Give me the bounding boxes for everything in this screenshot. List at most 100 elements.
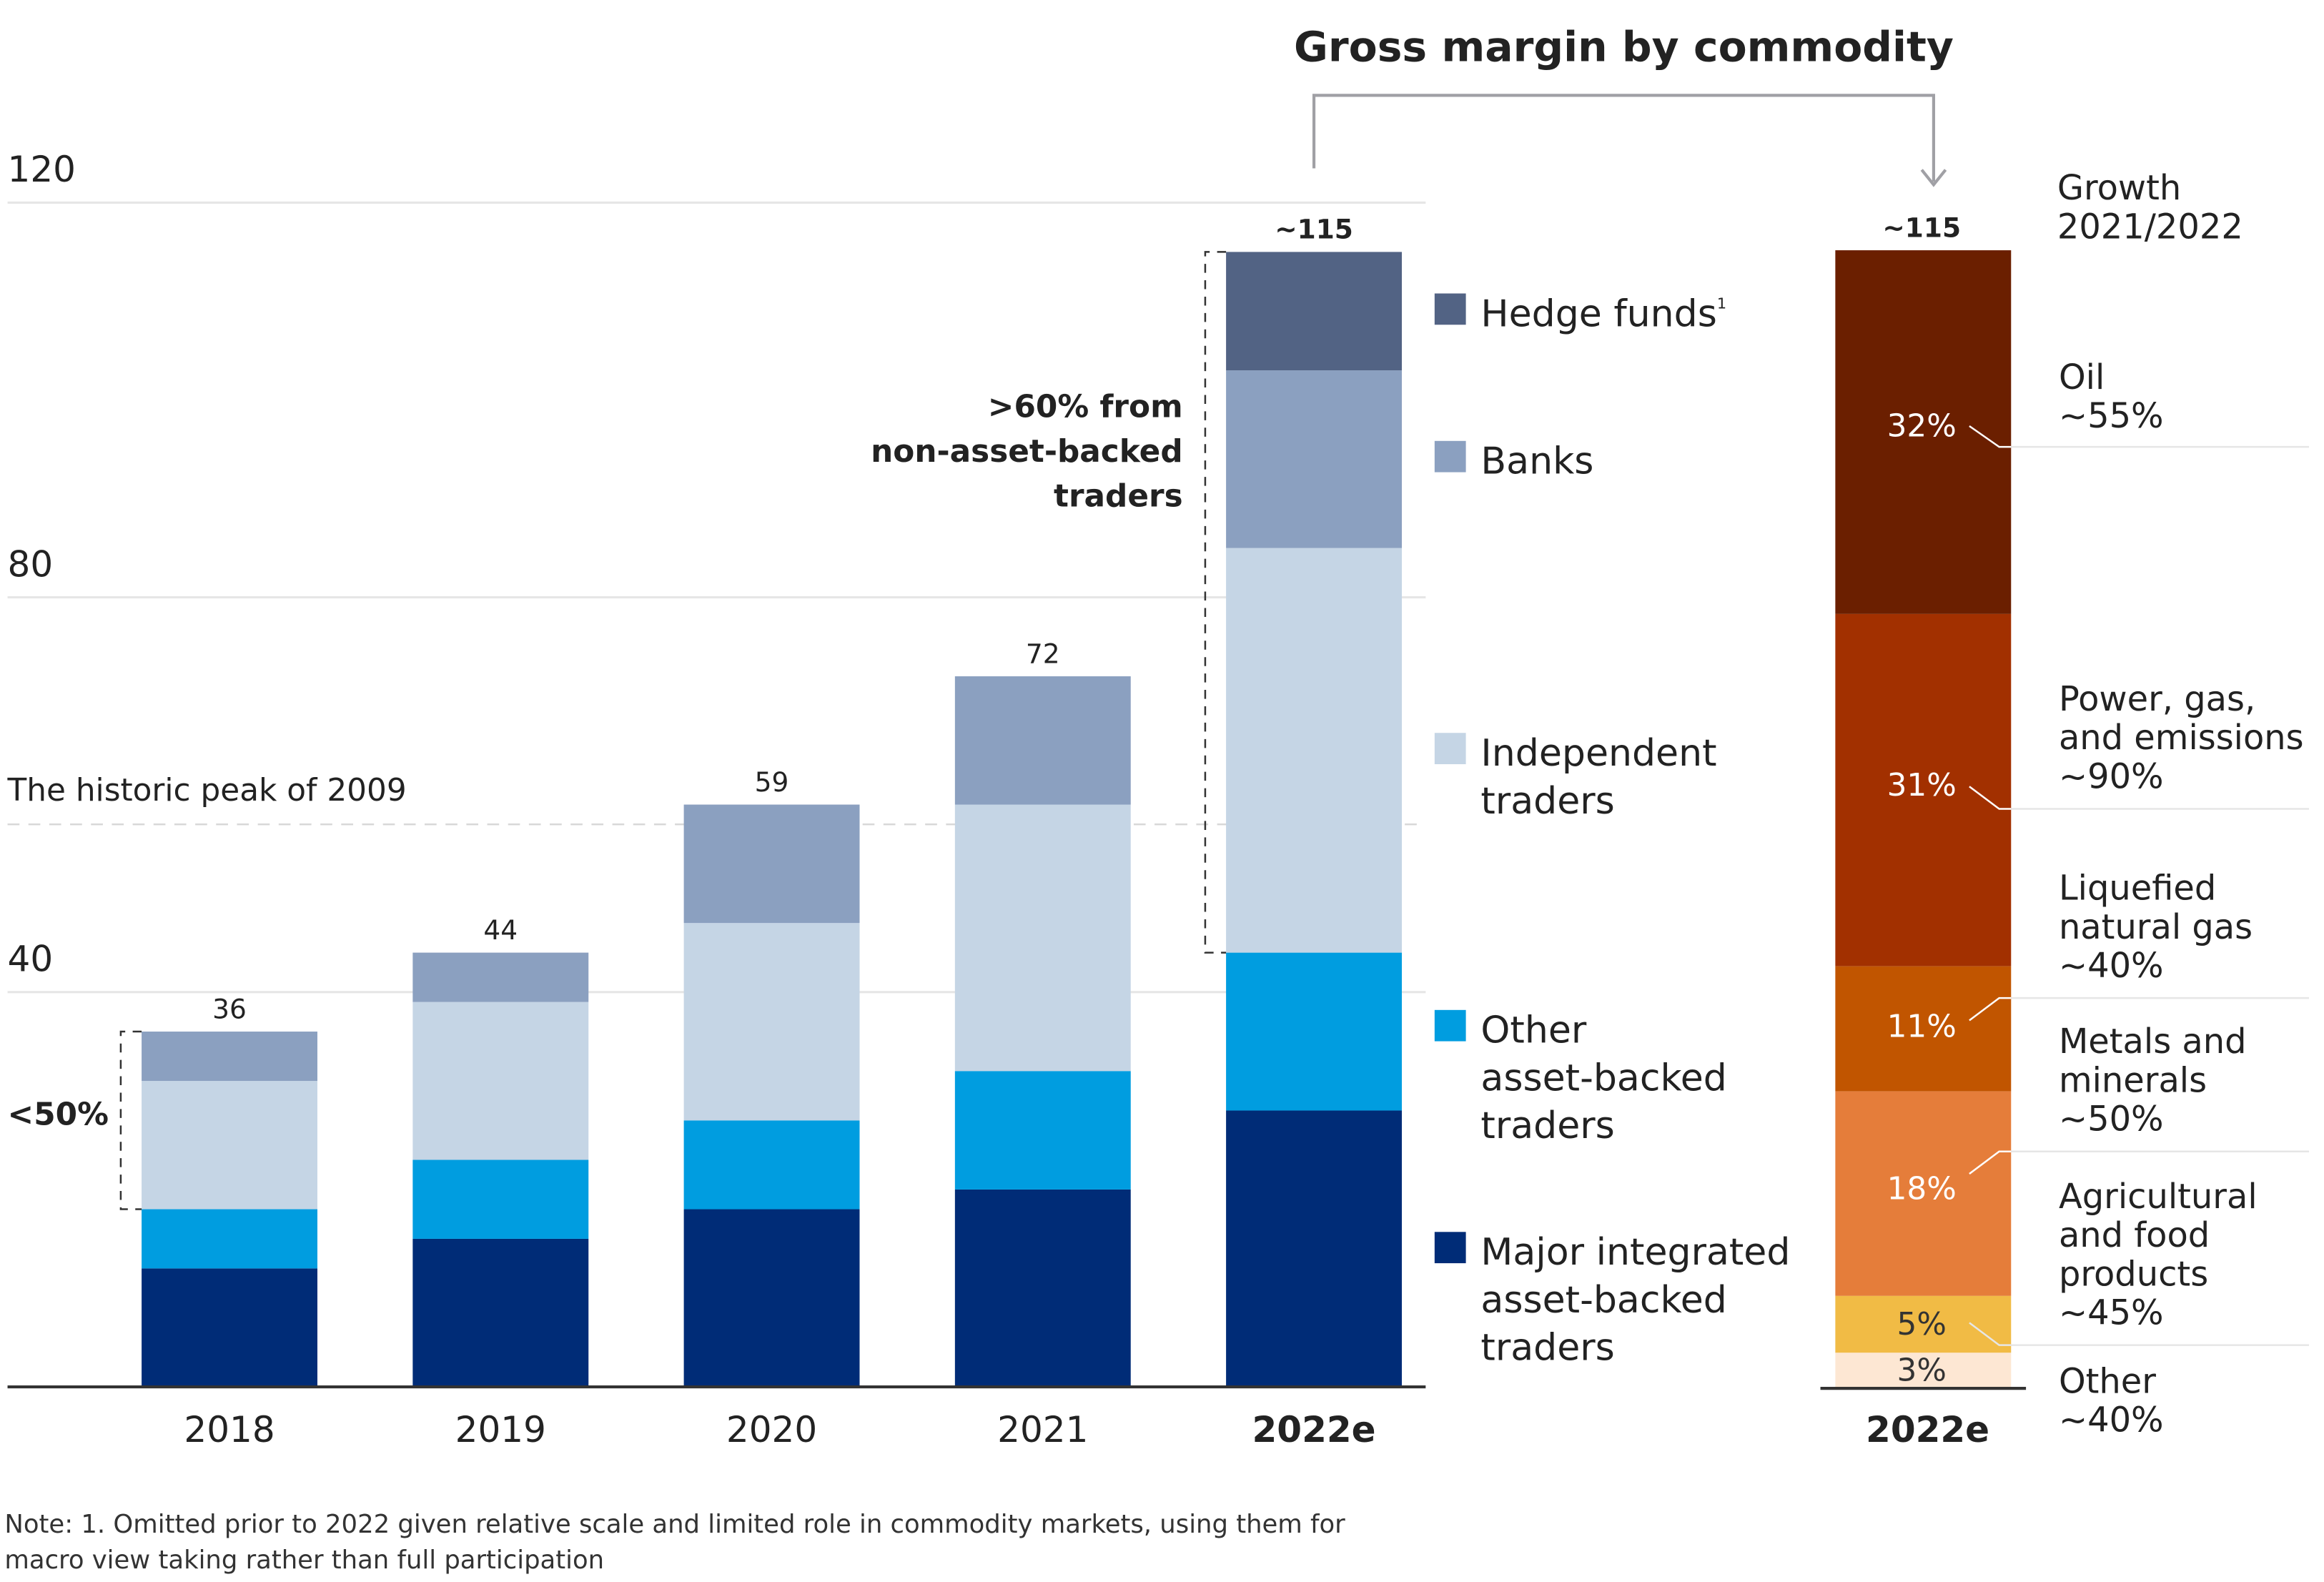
bar-segment: [142, 1209, 317, 1269]
bar-total-label: ~115: [1275, 214, 1353, 245]
legend-label: traders: [1480, 780, 1614, 823]
growth-header: Growth: [2057, 169, 2181, 208]
x-tick-label: 2019: [455, 1409, 546, 1450]
growth-label: ~40%: [2059, 1401, 2164, 1440]
footnote-line: macro view taking rather than full parti…: [4, 1546, 604, 1575]
y-tick-label: 80: [8, 543, 54, 585]
y-tick-label: 120: [8, 149, 76, 190]
bar-segment: [142, 1268, 317, 1388]
commodity-segment: [1835, 250, 2012, 614]
commodity-share-label: 32%: [1887, 408, 1957, 445]
bar-segment: [954, 676, 1131, 805]
annotation-more-than-60: non-asset-backed: [871, 433, 1183, 470]
commodity-segment: [1835, 1091, 2012, 1296]
growth-label: Other: [2059, 1362, 2156, 1401]
bar-segment: [142, 1081, 317, 1210]
legend-label: Independent: [1480, 732, 1716, 775]
legend-label: Hedge funds1: [1480, 292, 1726, 335]
growth-label: ~40%: [2059, 946, 2164, 986]
bar-segment: [1226, 952, 1402, 1111]
bar-total-label: 44: [483, 914, 518, 946]
bar-segment: [412, 952, 589, 1002]
leader-line: [1969, 425, 2012, 448]
bar-segment: [683, 1120, 860, 1210]
bar-segment: [142, 1032, 317, 1082]
reference-line-label: The historic peak of 2009: [7, 772, 407, 809]
legend-label: traders: [1480, 1327, 1614, 1370]
bar-segment: [683, 923, 860, 1121]
legend-swatch: [1434, 1009, 1466, 1042]
legend-swatch: [1434, 440, 1466, 473]
bar-segment: [412, 1238, 589, 1388]
x-tick-label: 2020: [726, 1409, 817, 1450]
legend-label: Banks: [1480, 440, 1593, 483]
commodity-share-label: 31%: [1887, 767, 1957, 804]
bar-segment: [954, 1071, 1131, 1190]
leader-line: [1969, 1150, 2012, 1175]
growth-label: Agricultural: [2059, 1177, 2258, 1217]
growth-label: and food: [2059, 1216, 2210, 1255]
footnote-marker: 1: [1717, 295, 1726, 312]
leader-line: [1969, 997, 2012, 1022]
bar-segment: [412, 1002, 589, 1160]
growth-label: ~90%: [2059, 757, 2164, 796]
commodity-x-label: 2022e: [1866, 1409, 1989, 1450]
commodity-segment: [1835, 966, 2012, 1092]
legend-label: traders: [1480, 1104, 1614, 1147]
growth-label: products: [2059, 1255, 2208, 1294]
annotation-more-than-60: >60% from: [988, 388, 1183, 425]
commodity-segment: [1835, 1295, 2012, 1353]
leader-line: [1969, 786, 2012, 810]
legend-swatch: [1434, 733, 1466, 764]
bar-segment: [412, 1160, 589, 1239]
bar-segment: [954, 804, 1131, 1072]
commodity-segment: [1835, 1353, 2012, 1388]
bar-segment: [683, 1209, 860, 1388]
growth-label: natural gas: [2059, 908, 2253, 947]
bar-total-label: 72: [1026, 638, 1060, 669]
chart-title: Gross margin by commodity: [1294, 22, 1954, 71]
legend-label: asset-backed: [1480, 1057, 1726, 1099]
growth-label: Power, gas,: [2059, 680, 2255, 719]
commodity-segment: [1835, 613, 2012, 966]
bar-total-label: 59: [755, 766, 789, 798]
growth-label: ~50%: [2059, 1100, 2164, 1139]
annotation-more-than-60: traders: [1054, 478, 1183, 514]
y-tick-label: 40: [8, 939, 54, 980]
growth-label: Liquefied: [2059, 869, 2216, 909]
connector-line: [1312, 94, 1935, 182]
x-tick-label: 2018: [184, 1409, 275, 1450]
arrow-down-icon: [1920, 169, 1947, 187]
footnote: Note: 1. Omitted prior to 2022 given rel…: [4, 1510, 1345, 1575]
bar-segment: [1226, 548, 1402, 953]
legend-label: asset-backed: [1480, 1279, 1726, 1322]
bar-total-label: 36: [212, 993, 247, 1024]
legend-label: Other: [1480, 1009, 1586, 1052]
legend-swatch: [1434, 1232, 1466, 1264]
x-tick-label: 2021: [997, 1409, 1088, 1450]
x-tick-label: 2022e: [1252, 1409, 1376, 1450]
legend-swatch: [1434, 293, 1466, 325]
bar-segment: [1226, 1110, 1402, 1388]
bracket-2022: [1204, 251, 1227, 954]
growth-label: and emissions: [2059, 718, 2304, 758]
commodity-share-label: 3%: [1897, 1353, 1947, 1389]
growth-label: Oil: [2059, 358, 2105, 397]
bracket-2018: [119, 1030, 142, 1210]
bar-segment: [1226, 252, 1402, 371]
bar-segment: [954, 1189, 1131, 1388]
commodity-share-label: 11%: [1887, 1008, 1957, 1044]
bar-segment: [1226, 370, 1402, 548]
growth-label: ~45%: [2059, 1294, 2164, 1333]
growth-label: ~55%: [2059, 397, 2164, 436]
gross-margin-by-commodity-chart: Gross margin by commodity 32% 31% 11% 18% 5% 3…: [1294, 22, 2310, 1450]
growth-label: Metals and: [2059, 1022, 2247, 1062]
commodity-total-label: ~115: [1882, 212, 1961, 243]
annotation-less-than-50: <50%: [8, 1096, 109, 1132]
footnote-line: Note: 1. Omitted prior to 2022 given rel…: [4, 1510, 1345, 1539]
growth-header: 2021/2022: [2057, 207, 2243, 247]
stacked-bar-chart-by-trader-type: 40 80 120 The historic peak of 2009 36 2018 44…: [7, 149, 1791, 1450]
bar-segment: [683, 804, 860, 924]
legend-label: Major integrated: [1480, 1231, 1790, 1274]
